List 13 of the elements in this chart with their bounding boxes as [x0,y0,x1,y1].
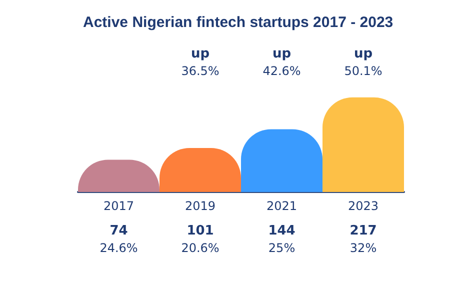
text: up 42.6% [262,46,301,78]
x-tick-label: 2023 [348,199,379,213]
data-label: 144 25% [268,224,296,255]
x-tick-label: 2021 [266,199,298,213]
data-label: 101 20.6% [181,224,220,255]
data-label: 217 32% [350,224,377,255]
x-tick-label: 2019 [184,199,216,213]
bar [322,97,404,192]
text: up 36.5% [181,46,220,78]
text: up 50.1% [344,46,382,78]
chart-title: Active Nigerian fintech startups 2017 - 2023 [83,14,394,31]
x-tick-label: 2017 [103,199,134,213]
data-label: 74 24.6% [100,224,138,255]
